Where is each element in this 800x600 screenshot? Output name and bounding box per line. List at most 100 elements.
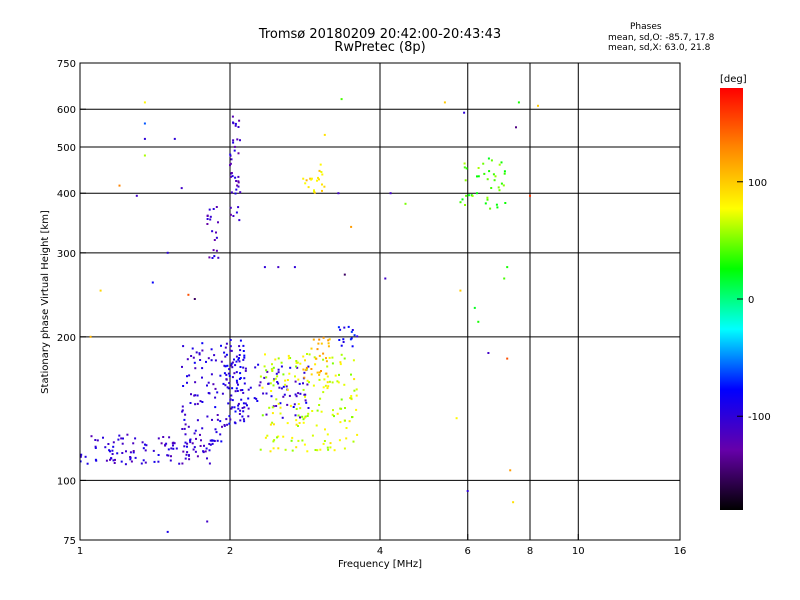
- data-point: [182, 385, 185, 387]
- data-point: [327, 448, 330, 451]
- data-point: [191, 347, 194, 350]
- data-point: [297, 425, 299, 427]
- data-point: [277, 371, 280, 374]
- data-point: [132, 450, 135, 452]
- data-point: [238, 354, 241, 356]
- data-point: [301, 415, 304, 418]
- data-point: [296, 361, 299, 364]
- data-point: [116, 452, 119, 455]
- data-point: [237, 407, 240, 410]
- data-point: [302, 355, 305, 358]
- data-point: [244, 369, 247, 372]
- data-point: [275, 372, 278, 375]
- data-point: [349, 338, 352, 341]
- data-point: [144, 461, 147, 464]
- y-axis-label: Stationary phase Virtual Height [km]: [40, 210, 51, 394]
- data-point: [132, 442, 135, 445]
- data-point: [282, 435, 285, 438]
- data-point: [355, 394, 358, 397]
- data-point: [228, 368, 231, 371]
- data-point: [318, 404, 321, 406]
- data-point: [476, 192, 478, 195]
- data-point: [291, 436, 294, 439]
- data-point: [184, 441, 187, 444]
- data-point: [90, 435, 93, 438]
- data-point: [465, 194, 468, 197]
- data-point: [473, 306, 476, 309]
- data-point: [497, 186, 500, 189]
- data-point: [111, 449, 114, 452]
- data-point: [231, 399, 234, 402]
- data-point: [236, 390, 239, 392]
- data-point: [537, 104, 539, 107]
- data-point: [253, 397, 256, 400]
- data-point: [318, 338, 321, 341]
- x-axis-label: Frequency [MHz]: [338, 559, 422, 570]
- data-point: [318, 378, 321, 381]
- data-point: [189, 402, 192, 404]
- data-point: [350, 395, 353, 397]
- data-point: [224, 355, 227, 358]
- data-point: [230, 191, 233, 194]
- data-point: [216, 414, 219, 416]
- data-point: [212, 383, 215, 386]
- data-point: [243, 356, 246, 359]
- data-point: [310, 373, 313, 376]
- data-point: [295, 395, 298, 398]
- data-point: [266, 370, 269, 373]
- data-point: [287, 357, 290, 360]
- data-point: [208, 208, 211, 211]
- data-point: [461, 198, 464, 201]
- data-point: [105, 459, 108, 462]
- data-point: [464, 179, 467, 182]
- colorbar-gradient: [720, 88, 743, 510]
- data-point: [99, 289, 102, 292]
- data-point: [211, 442, 214, 445]
- data-point: [196, 394, 199, 397]
- data-point: [186, 375, 188, 378]
- data-point: [327, 385, 330, 388]
- data-point: [195, 437, 197, 440]
- data-point: [295, 365, 297, 368]
- data-point: [144, 443, 146, 446]
- data-point: [277, 368, 280, 371]
- data-point: [320, 342, 323, 345]
- data-point: [237, 152, 240, 155]
- data-point: [299, 407, 302, 410]
- data-point: [301, 439, 304, 442]
- data-point: [129, 458, 132, 461]
- data-point: [269, 382, 272, 385]
- data-point: [231, 366, 234, 369]
- data-point: [299, 392, 302, 395]
- data-point: [465, 167, 468, 170]
- data-point: [512, 501, 515, 504]
- data-point: [343, 357, 346, 360]
- data-point: [96, 439, 99, 442]
- data-point: [221, 425, 223, 428]
- data-point: [464, 204, 466, 206]
- data-point: [193, 432, 196, 435]
- data-point: [135, 194, 138, 197]
- data-point: [208, 462, 211, 465]
- data-point: [352, 440, 355, 443]
- data-point: [143, 122, 146, 125]
- data-point: [334, 374, 337, 377]
- data-point: [342, 341, 345, 343]
- data-point: [241, 407, 244, 409]
- data-point: [256, 400, 259, 402]
- data-point: [498, 189, 501, 192]
- data-point: [102, 436, 104, 439]
- stats-x-mode: mean, sd,X: 63.0, 21.8: [608, 43, 711, 53]
- data-point: [311, 410, 314, 412]
- data-point: [107, 443, 110, 445]
- data-point: [459, 201, 462, 204]
- data-point: [181, 428, 184, 430]
- data-point: [237, 383, 239, 386]
- data-point: [318, 371, 321, 374]
- data-point: [235, 360, 238, 363]
- data-point: [310, 177, 313, 180]
- data-point: [340, 353, 343, 356]
- data-point: [244, 367, 247, 370]
- data-point: [463, 166, 466, 169]
- data-point: [324, 384, 327, 387]
